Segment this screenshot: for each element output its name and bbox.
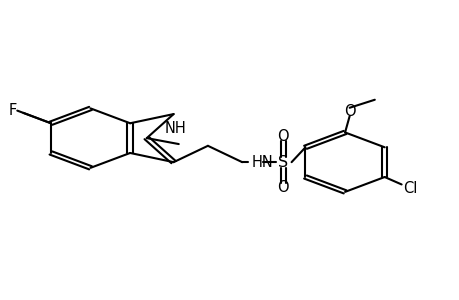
- Text: NH: NH: [165, 122, 186, 136]
- Text: O: O: [277, 180, 289, 195]
- Text: Cl: Cl: [402, 182, 416, 196]
- Text: F: F: [9, 103, 17, 118]
- Text: HN: HN: [251, 155, 273, 170]
- Text: O: O: [343, 104, 355, 119]
- Text: O: O: [277, 129, 289, 144]
- Text: S: S: [278, 155, 288, 170]
